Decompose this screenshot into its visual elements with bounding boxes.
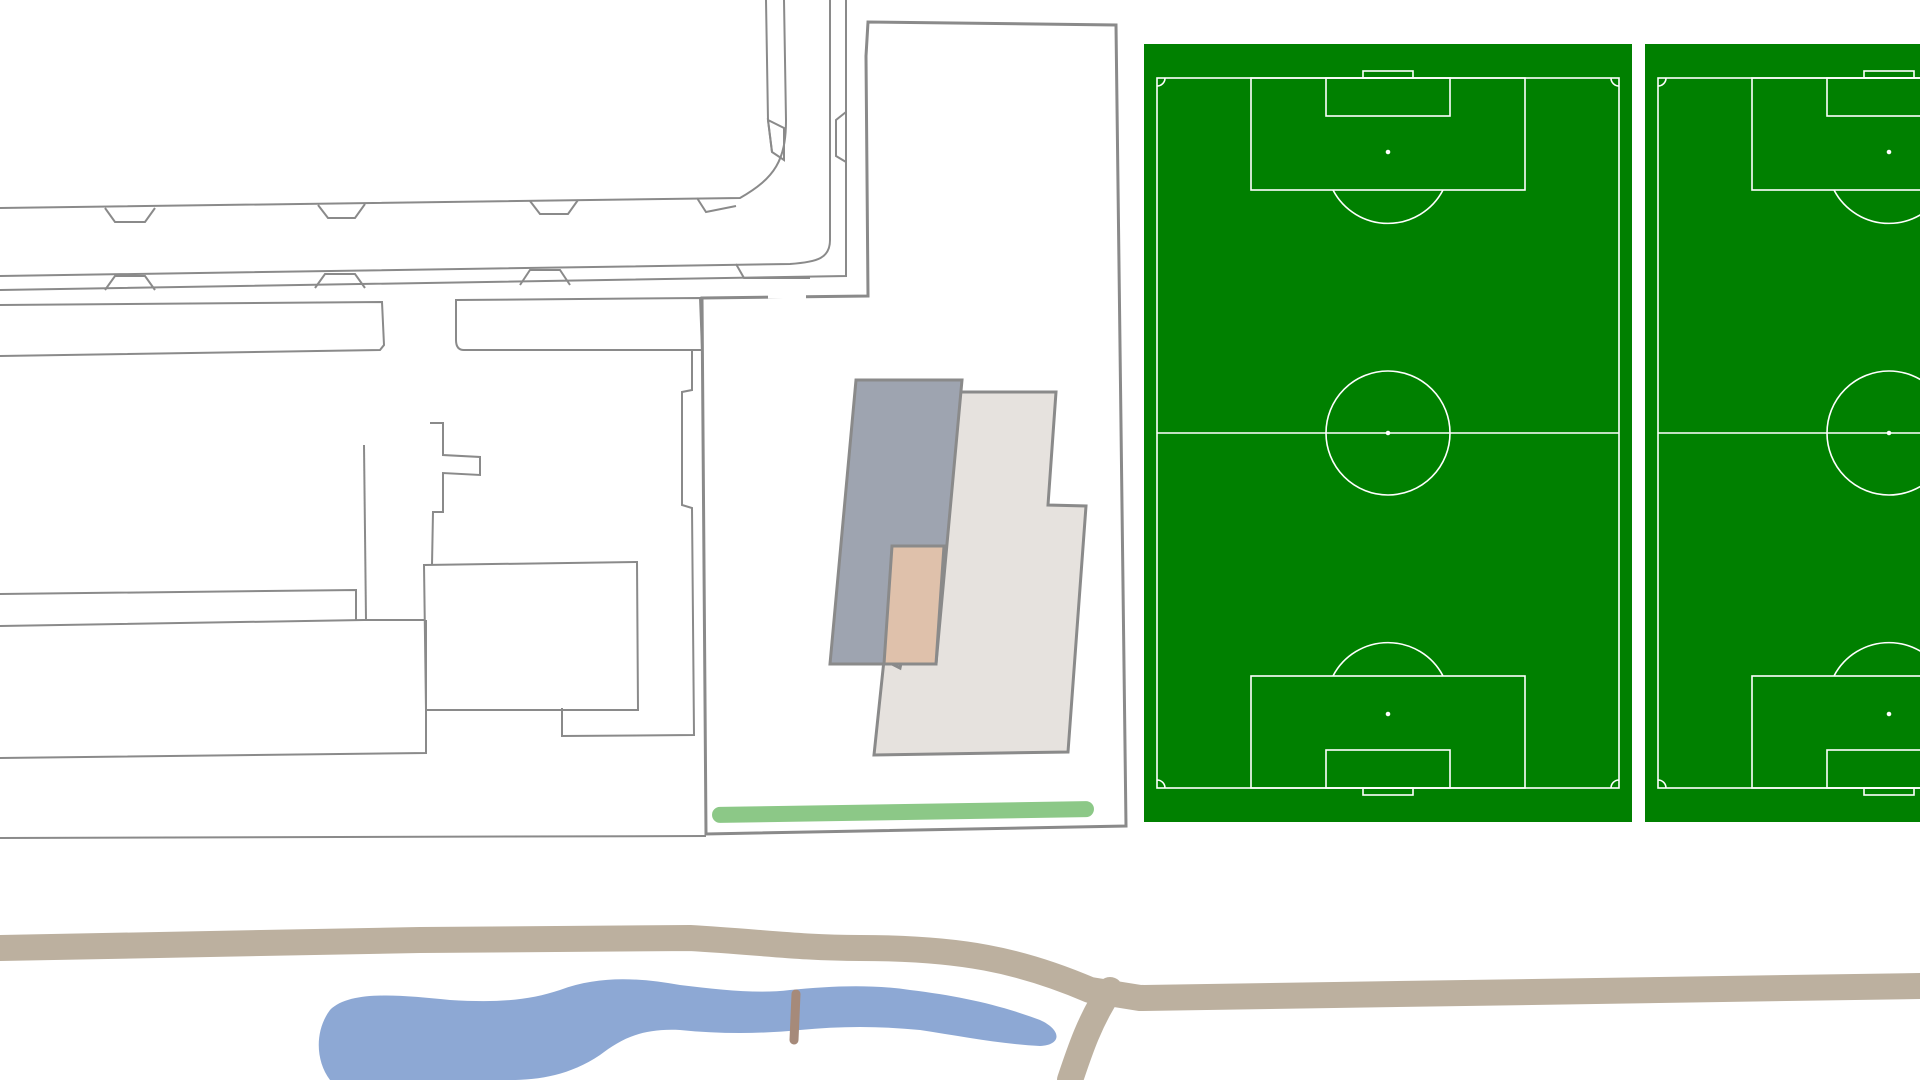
football-pitch-2 [1645, 44, 1920, 822]
block-outline [561, 349, 696, 738]
footpath [0, 925, 1920, 1011]
road-edge [0, 0, 847, 291]
block-outline [0, 620, 427, 759]
footpath-branch [1057, 977, 1123, 1080]
road-notch [104, 275, 156, 291]
block-outline [0, 619, 424, 627]
road-notch [696, 197, 737, 214]
block-outline [422, 560, 640, 711]
block-outline [0, 588, 357, 620]
pond [318, 979, 1057, 1080]
footbridge [789, 989, 801, 1045]
road-notch [317, 203, 366, 219]
road-notch [766, 118, 785, 162]
road-notch [735, 263, 810, 279]
block-outline [0, 835, 707, 839]
street-outlines [0, 0, 847, 839]
football-pitch-1 [1144, 44, 1632, 822]
road-notch [519, 269, 571, 286]
road-notch [314, 273, 366, 289]
hedge-strip [712, 801, 1094, 823]
road-notch [104, 207, 156, 223]
block-outline [0, 300, 386, 357]
road-notch [835, 111, 847, 163]
school-site-boundary [700, 20, 1128, 836]
block-outline [455, 296, 704, 351]
building-connector [882, 544, 946, 666]
block-outline [363, 444, 367, 621]
road-edge [0, 0, 831, 277]
road-edge [0, 0, 788, 209]
block-outline [430, 422, 481, 566]
road-notch [529, 199, 579, 215]
